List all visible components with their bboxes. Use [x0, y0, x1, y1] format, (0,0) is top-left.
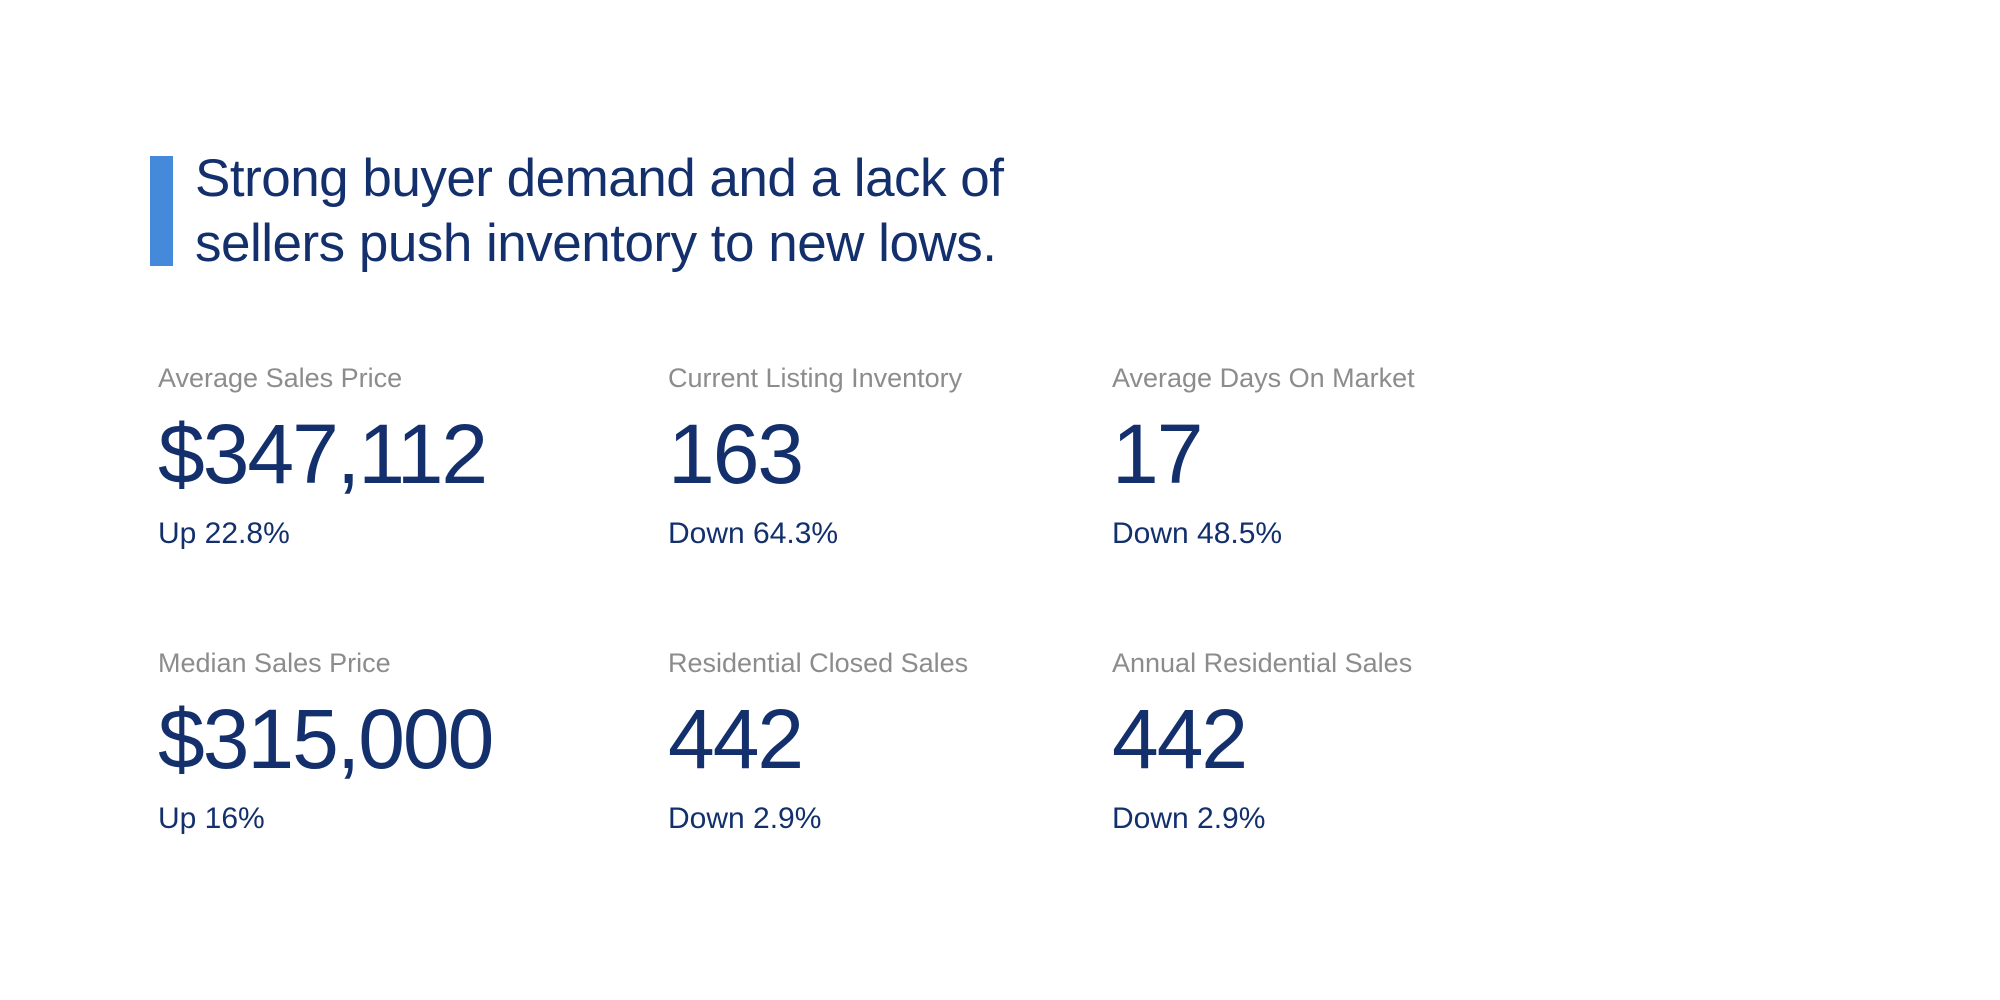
- stat-label: Annual Residential Sales: [1112, 648, 1413, 678]
- stat-change: Down 48.5%: [1112, 517, 1283, 550]
- stat-card-median-sales-price: Median Sales Price $315,000 Up 16%: [158, 647, 668, 837]
- stat-card-annual-residential-sales: Annual Residential Sales 442 Down 2.9%: [1112, 647, 1712, 837]
- stat-value: 17: [1112, 407, 1203, 501]
- headline-accent-bar: [150, 156, 173, 266]
- stat-label: Average Sales Price: [158, 363, 403, 393]
- stat-label: Median Sales Price: [158, 648, 391, 678]
- stat-label: Current Listing Inventory: [668, 363, 963, 393]
- stat-change: Down 2.9%: [1112, 802, 1266, 835]
- stat-value: $315,000: [158, 692, 494, 786]
- page-title-line-2: sellers push inventory to new lows.: [195, 214, 997, 273]
- page-title: Strong buyer demand and a lack of seller…: [195, 146, 1004, 276]
- stats-grid: Average Sales Price $347,112 Up 22.8% Cu…: [158, 362, 1712, 837]
- stat-value: $347,112: [158, 407, 488, 501]
- stat-change: Down 64.3%: [668, 517, 839, 550]
- stat-card-average-days-on-market: Average Days On Market 17 Down 48.5%: [1112, 362, 1712, 552]
- stat-change: Up 16%: [158, 802, 265, 835]
- headline-section: Strong buyer demand and a lack of seller…: [150, 146, 1004, 276]
- stat-change: Down 2.9%: [668, 802, 822, 835]
- stat-card-current-listing-inventory: Current Listing Inventory 163 Down 64.3%: [668, 362, 1112, 552]
- stat-label: Residential Closed Sales: [668, 648, 969, 678]
- stat-value: 163: [668, 407, 804, 501]
- stat-change: Up 22.8%: [158, 517, 290, 550]
- stat-value: 442: [668, 692, 804, 786]
- stat-label: Average Days On Market: [1112, 363, 1415, 393]
- stat-value: 442: [1112, 692, 1248, 786]
- stat-card-average-sales-price: Average Sales Price $347,112 Up 22.8%: [158, 362, 668, 552]
- stat-card-residential-closed-sales: Residential Closed Sales 442 Down 2.9%: [668, 647, 1112, 837]
- page-title-line-1: Strong buyer demand and a lack of: [195, 149, 1004, 208]
